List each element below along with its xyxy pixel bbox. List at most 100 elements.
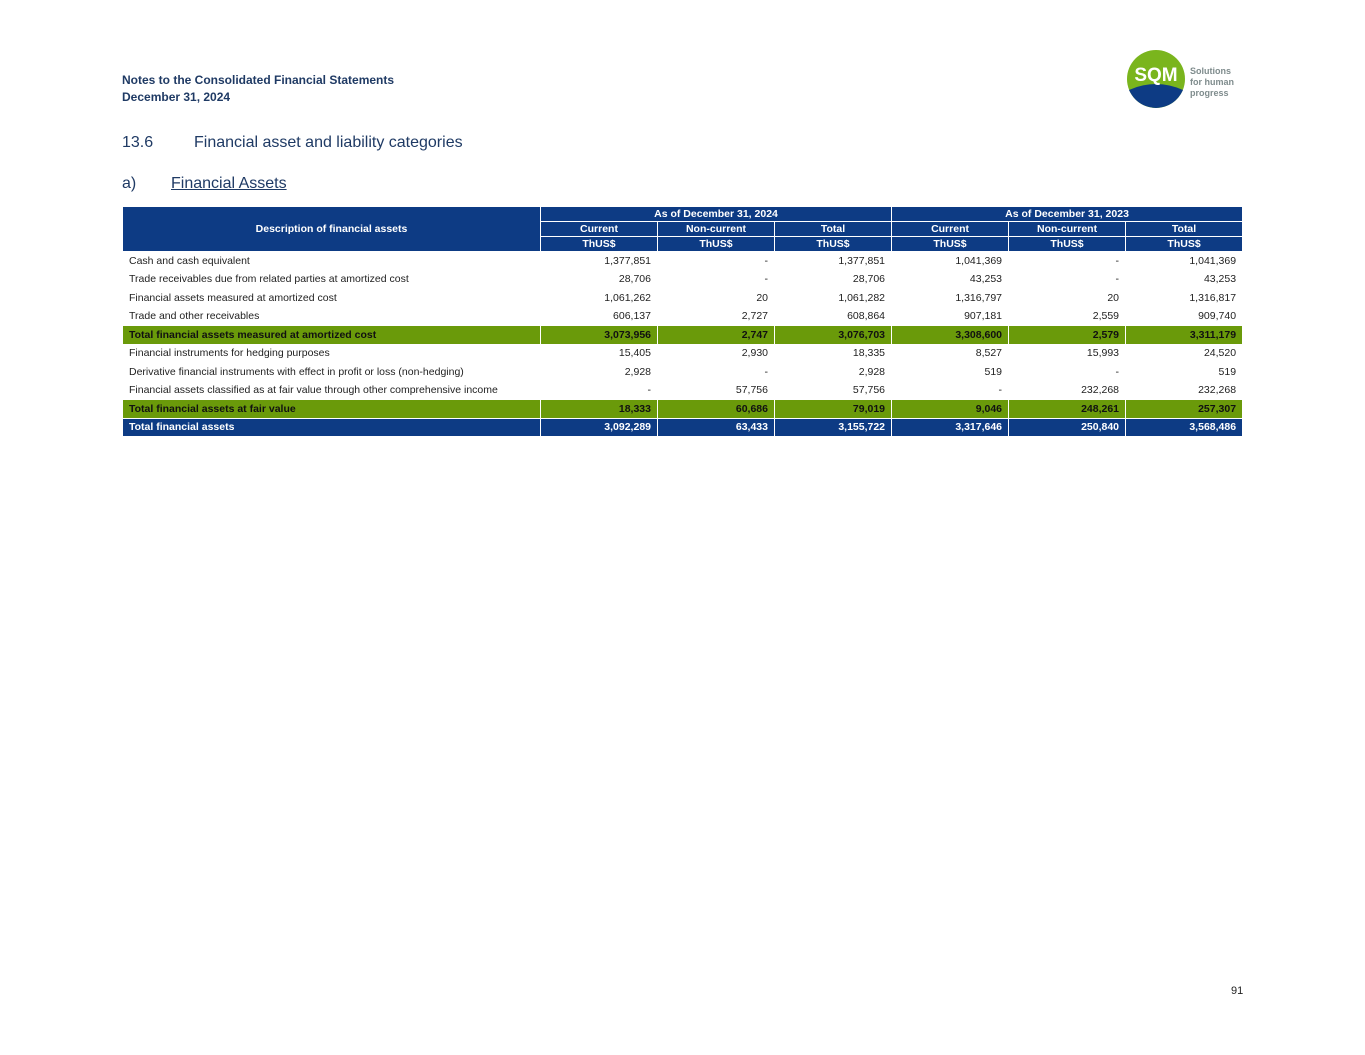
table-cell: 2,579 [1009, 326, 1126, 345]
table-cell: 608,864 [775, 307, 892, 326]
table-cell: 79,019 [775, 400, 892, 419]
table-cell: - [1009, 363, 1126, 382]
column-header: Non-current [658, 222, 775, 237]
table-cell: 2,930 [658, 344, 775, 363]
sqm-logo: SQM Solutions for human progress [1125, 50, 1240, 110]
table-cell: 60,686 [658, 400, 775, 419]
table-cell: 28,706 [775, 270, 892, 289]
subsection-title-text: Financial Assets [171, 175, 287, 192]
document-header: Notes to the Consolidated Financial Stat… [122, 72, 394, 106]
table-cell: 519 [1126, 363, 1243, 382]
table-row: Derivative financial instruments with ef… [123, 363, 1243, 382]
table-cell: 3,073,956 [541, 326, 658, 345]
table-cell: 18,335 [775, 344, 892, 363]
table-cell: - [658, 270, 775, 289]
header-title: Notes to the Consolidated Financial Stat… [122, 72, 394, 89]
section-heading: 13.6 Financial asset and liability catego… [122, 134, 463, 152]
table-cell: - [1009, 270, 1126, 289]
table-cell: 232,268 [1126, 381, 1243, 400]
table-cell: 2,727 [658, 307, 775, 326]
table-body: Cash and cash equivalent 1,377,851 - 1,3… [123, 252, 1243, 437]
section-title-text: Financial asset and liability categories [194, 134, 463, 151]
logo-tagline-line: Solutions [1190, 66, 1234, 77]
unit-header: ThUS$ [1126, 237, 1243, 252]
logo-tagline-line: for human [1190, 77, 1234, 88]
table-cell: 250,840 [1009, 418, 1126, 437]
table-row: Financial assets classified as at fair v… [123, 381, 1243, 400]
table-cell: 1,061,262 [541, 289, 658, 308]
table-cell: 2,928 [541, 363, 658, 382]
table-cell: 1,041,369 [892, 252, 1009, 271]
row-label: Trade receivables due from related parti… [123, 270, 541, 289]
table-cell: 28,706 [541, 270, 658, 289]
financial-assets-table: Description of financial assets As of De… [122, 206, 1243, 437]
table-cell: 9,046 [892, 400, 1009, 419]
subtotal-row: Total financial assets at fair value 18,… [123, 400, 1243, 419]
table-cell: 3,155,722 [775, 418, 892, 437]
unit-header: ThUS$ [658, 237, 775, 252]
table-cell: 606,137 [541, 307, 658, 326]
table-row: Trade receivables due from related parti… [123, 270, 1243, 289]
group-header-2023: As of December 31, 2023 [892, 207, 1243, 222]
unit-header: ThUS$ [892, 237, 1009, 252]
table-cell: 3,076,703 [775, 326, 892, 345]
row-label: Derivative financial instruments with ef… [123, 363, 541, 382]
table-cell: 1,041,369 [1126, 252, 1243, 271]
table-cell: - [1009, 252, 1126, 271]
table-cell: 1,061,282 [775, 289, 892, 308]
table-row: Financial instruments for hedging purpos… [123, 344, 1243, 363]
table-header: Description of financial assets As of De… [123, 207, 1243, 252]
table-cell: 18,333 [541, 400, 658, 419]
table-row: Trade and other receivables 606,137 2,72… [123, 307, 1243, 326]
table-cell: 1,316,817 [1126, 289, 1243, 308]
column-header: Total [1126, 222, 1243, 237]
table-cell: 24,520 [1126, 344, 1243, 363]
description-column-header: Description of financial assets [123, 207, 541, 252]
table-cell: - [658, 363, 775, 382]
row-label: Total financial assets measured at amort… [123, 326, 541, 345]
table-cell: 1,377,851 [541, 252, 658, 271]
table-cell: 909,740 [1126, 307, 1243, 326]
table-row: Cash and cash equivalent 1,377,851 - 1,3… [123, 252, 1243, 271]
row-label: Total financial assets [123, 418, 541, 437]
table-cell: 248,261 [1009, 400, 1126, 419]
row-label: Financial instruments for hedging purpos… [123, 344, 541, 363]
table-cell: - [892, 381, 1009, 400]
table-cell: 8,527 [892, 344, 1009, 363]
table-cell: 3,317,646 [892, 418, 1009, 437]
table-cell: 20 [1009, 289, 1126, 308]
header-row-groups: Description of financial assets As of De… [123, 207, 1243, 222]
row-label: Total financial assets at fair value [123, 400, 541, 419]
column-header: Non-current [1009, 222, 1126, 237]
row-label: Financial assets measured at amortized c… [123, 289, 541, 308]
table-cell: - [658, 252, 775, 271]
table-cell: 257,307 [1126, 400, 1243, 419]
subsection-letter: a) [122, 175, 171, 193]
header-date: December 31, 2024 [122, 89, 394, 106]
table-cell: 232,268 [1009, 381, 1126, 400]
subsection-heading: a) Financial Assets [122, 175, 287, 193]
group-header-2024: As of December 31, 2024 [541, 207, 892, 222]
table-cell: 907,181 [892, 307, 1009, 326]
unit-header: ThUS$ [1009, 237, 1126, 252]
logo-tagline: Solutions for human progress [1190, 66, 1234, 99]
table-cell: 3,311,179 [1126, 326, 1243, 345]
table-cell: 57,756 [775, 381, 892, 400]
table-row: Financial assets measured at amortized c… [123, 289, 1243, 308]
sqm-logo-mark-icon: SQM [1125, 50, 1187, 110]
table-cell: - [541, 381, 658, 400]
table-cell: 63,433 [658, 418, 775, 437]
column-header: Current [892, 222, 1009, 237]
table-cell: 519 [892, 363, 1009, 382]
table-cell: 20 [658, 289, 775, 308]
column-header: Current [541, 222, 658, 237]
logo-mark-text: SQM [1134, 65, 1177, 86]
column-header: Total [775, 222, 892, 237]
table-cell: 2,928 [775, 363, 892, 382]
table-cell: 1,377,851 [775, 252, 892, 271]
unit-header: ThUS$ [775, 237, 892, 252]
logo-tagline-line: progress [1190, 88, 1234, 99]
subtotal-row: Total financial assets measured at amort… [123, 326, 1243, 345]
table-cell: 15,993 [1009, 344, 1126, 363]
unit-header: ThUS$ [541, 237, 658, 252]
